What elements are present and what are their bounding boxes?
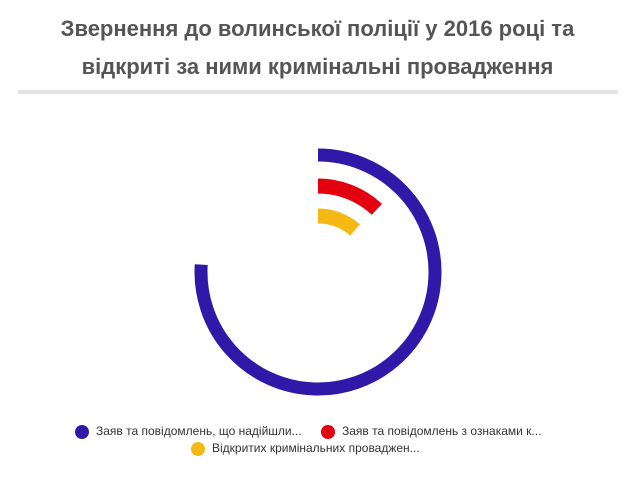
legend-label: Заяв та повідомлень, що надійшли... xyxy=(96,424,302,438)
legend-marker xyxy=(321,425,335,439)
arc-bar xyxy=(317,178,383,215)
legend-marker xyxy=(191,442,205,456)
arc-bar xyxy=(317,208,360,236)
legend-label: Заяв та повідомлень з ознаками к... xyxy=(342,424,541,438)
arc-bar xyxy=(194,148,442,396)
chart-title: Звернення до волинської поліції у 2016 р… xyxy=(60,16,575,79)
divider xyxy=(18,90,618,94)
legend-marker xyxy=(75,425,89,439)
legend-label: Відкритих кримінальних проваджен... xyxy=(212,441,420,455)
